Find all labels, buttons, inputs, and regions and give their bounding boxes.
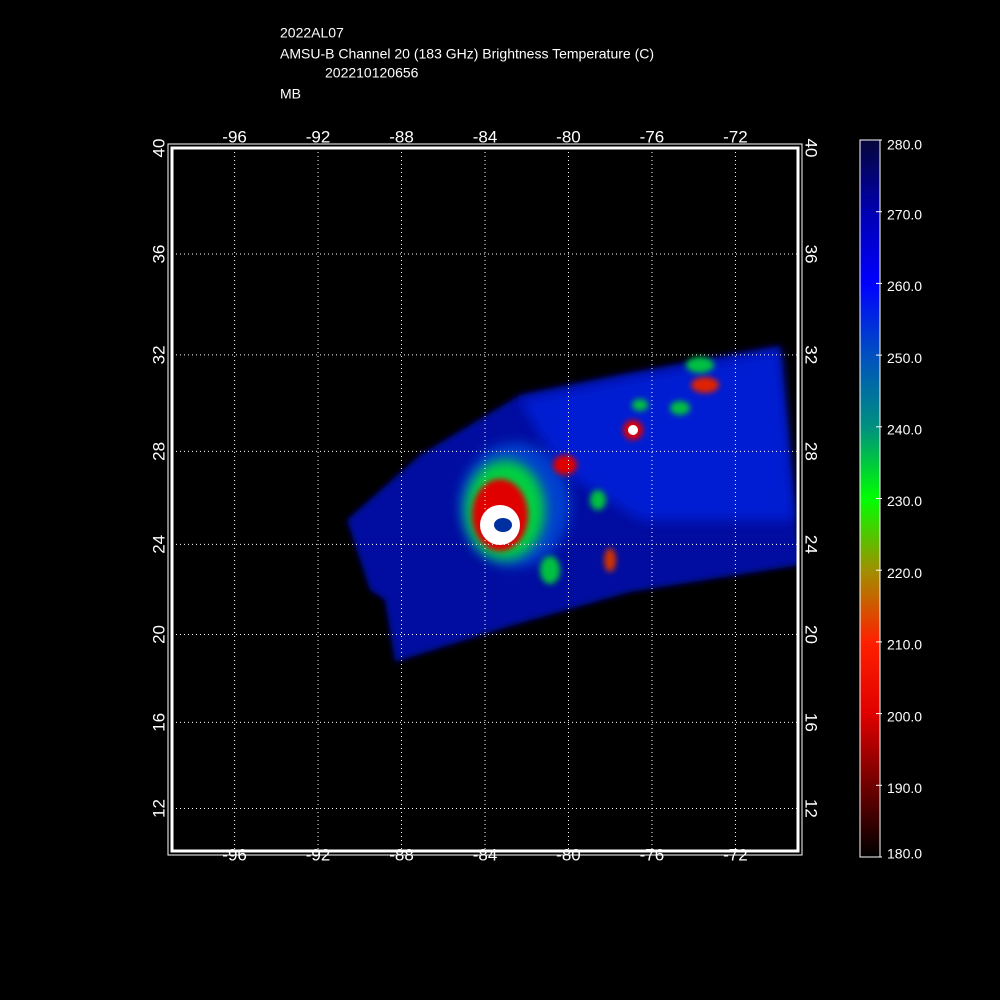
x-tick-label-top: -80 <box>556 127 581 146</box>
x-tick-label-top: -88 <box>389 127 414 146</box>
y-tick-label-right: 20 <box>802 625 821 644</box>
y-tick-label-right: 16 <box>802 713 821 732</box>
colorbar-tick-label: 210.0 <box>887 637 922 653</box>
colorbar-tick-label: 180.0 <box>887 846 922 862</box>
y-tick-label-right: 32 <box>802 345 821 364</box>
map-frame <box>170 146 800 853</box>
x-tick-label-bottom: -76 <box>640 845 665 864</box>
satellite-imagery <box>347 346 798 662</box>
y-tick-label-left: 16 <box>149 713 168 732</box>
y-tick-label-right: 36 <box>802 245 821 264</box>
x-tick-label-bottom: -88 <box>389 845 414 864</box>
y-tick-label-left: 36 <box>149 245 168 264</box>
colorbar-tick-label: 280.0 <box>887 137 922 153</box>
y-tick-label-left: 40 <box>149 139 168 158</box>
x-tick-label-top: -84 <box>473 127 498 146</box>
colorbar-tick-label: 190.0 <box>887 780 922 796</box>
y-tick-label-left: 32 <box>149 345 168 364</box>
x-tick-label-top: -72 <box>723 127 748 146</box>
y-tick-label-left: 24 <box>149 535 168 554</box>
x-tick-label-bottom: -84 <box>473 845 498 864</box>
y-tick-label-right: 40 <box>802 139 821 158</box>
title: 2022AL07 <box>280 25 344 41</box>
x-tick-label-top: -96 <box>222 127 247 146</box>
y-tick-label-left: 12 <box>149 799 168 818</box>
y-tick-label-left: 28 <box>149 442 168 461</box>
colorbar-tick-label: 240.0 <box>887 422 922 438</box>
x-tick-label-top: -92 <box>306 127 331 146</box>
map-frame-outer <box>167 143 803 856</box>
y-tick-label-right: 24 <box>802 535 821 554</box>
y-tick-label-right: 12 <box>802 799 821 818</box>
x-tick-label-top: -76 <box>640 127 665 146</box>
x-tick-label-bottom: -92 <box>306 845 331 864</box>
colorbar-tick-label: 260.0 <box>887 278 922 294</box>
colorbar-tick-label: 200.0 <box>887 708 922 724</box>
x-tick-label-bottom: -72 <box>723 845 748 864</box>
colorbar-tick-label: 230.0 <box>887 493 922 509</box>
colorbar-tick-label: 220.0 <box>887 565 922 581</box>
colorbar-tick-label: 270.0 <box>887 206 922 222</box>
x-tick-label-bottom: -80 <box>556 845 581 864</box>
x-tick-label-bottom: -96 <box>222 845 247 864</box>
y-tick-label-right: 28 <box>802 442 821 461</box>
note: MB <box>280 86 301 102</box>
date: 202210120656 <box>325 65 419 81</box>
y-tick-label-left: 20 <box>149 625 168 644</box>
subtitle: AMSU-B Channel 20 (183 GHz) Brightness T… <box>280 46 654 62</box>
colorbar-tick-label: 250.0 <box>887 350 922 366</box>
